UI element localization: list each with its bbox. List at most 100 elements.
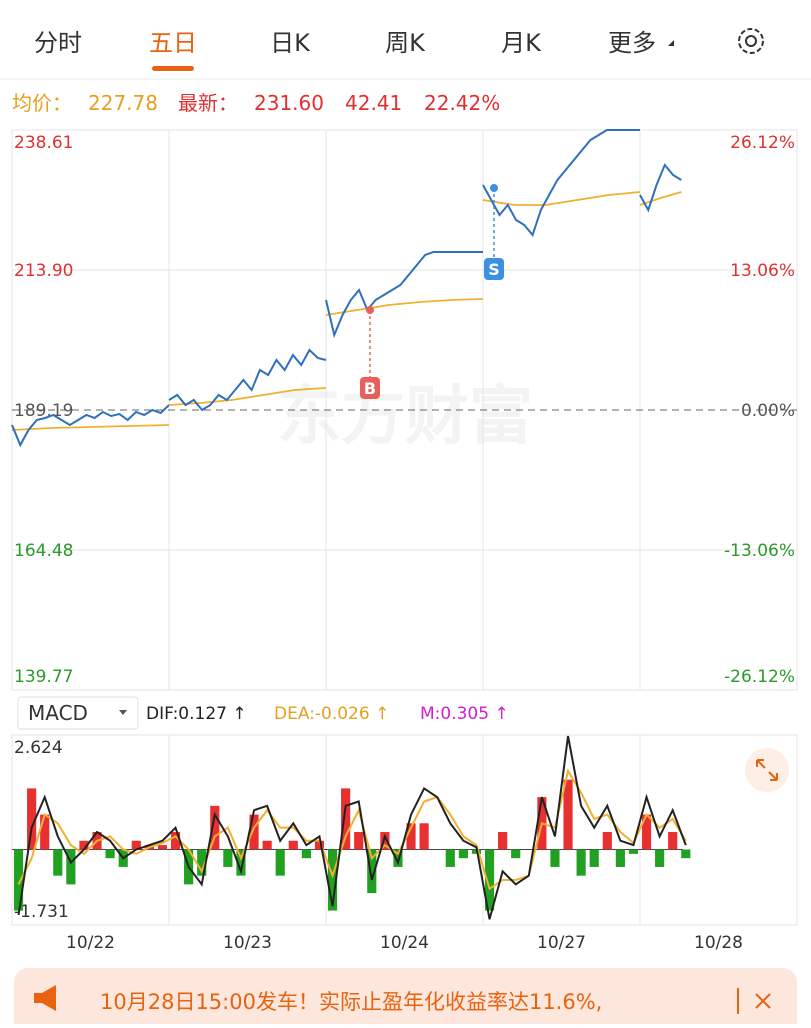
macd-bar xyxy=(40,814,50,850)
macd-bar xyxy=(563,779,573,850)
macd-bar xyxy=(105,849,115,859)
macd-bar xyxy=(393,849,403,867)
date-label: 10/23 xyxy=(223,933,272,953)
macd-bar xyxy=(419,823,429,850)
tab[interactable]: 日K xyxy=(270,29,311,57)
macd-frame xyxy=(11,734,798,926)
macd-bar xyxy=(602,832,612,850)
macd-bar xyxy=(157,845,168,850)
dif-line xyxy=(17,735,687,920)
date-label: 10/27 xyxy=(537,933,586,953)
macd-bar xyxy=(314,840,325,850)
date-label: 10/28 xyxy=(694,933,743,953)
dea-label: DEA:-0.026 ↑ xyxy=(274,704,389,724)
selector-arrow xyxy=(119,710,127,715)
watermark: 东方财富 xyxy=(277,380,533,454)
macd-bar xyxy=(66,849,76,885)
pct-label: 26.12% xyxy=(730,133,795,153)
y-tick-label: 139.77 xyxy=(14,667,73,687)
macd-tick: -1.731 xyxy=(14,902,69,922)
macd-bar xyxy=(327,849,338,911)
date-label: 10/24 xyxy=(380,933,429,953)
tab[interactable]: 更多 xyxy=(608,29,656,57)
macd-bar xyxy=(589,849,599,867)
macd-bar xyxy=(681,849,691,859)
macd-tick: 2.624 xyxy=(14,738,63,758)
banner[interactable] xyxy=(14,968,797,1028)
banner-text[interactable]: 10月28日15:00发车！实际止盈年化收益率达11.6%, xyxy=(100,990,602,1014)
marker-dot xyxy=(366,306,374,314)
macd-bar xyxy=(197,849,207,876)
tab[interactable]: 周K xyxy=(385,29,426,57)
macd-bar xyxy=(13,849,24,911)
macd-bar xyxy=(458,849,468,859)
m-label: M:0.305 ↑ xyxy=(420,704,509,724)
price-line xyxy=(168,348,327,412)
macd-bar xyxy=(484,849,495,911)
macd-bar xyxy=(170,832,181,850)
avg-line xyxy=(168,387,327,406)
avg-line xyxy=(11,424,170,431)
marker-badge xyxy=(360,377,380,399)
macd-bar xyxy=(53,849,63,876)
macd-bar xyxy=(341,788,351,850)
macd-bar xyxy=(576,849,586,876)
settings-icon[interactable] xyxy=(738,28,764,54)
tab-bar xyxy=(0,0,811,80)
macd-bar xyxy=(615,849,625,867)
macd-bar xyxy=(210,805,220,850)
macd-bar xyxy=(668,832,678,850)
avg-line xyxy=(639,191,682,206)
y-tick-label: 238.61 xyxy=(14,133,73,153)
macd-bar xyxy=(131,840,141,850)
y-tick-label: 189.19 xyxy=(14,401,73,421)
macd-selector[interactable] xyxy=(17,696,139,730)
pct-label: -13.06% xyxy=(724,541,795,561)
avg-line xyxy=(325,298,484,316)
macd-bar xyxy=(275,849,285,876)
macd-bar xyxy=(628,849,639,854)
expand-button[interactable] xyxy=(745,748,789,792)
pct-label: 0.00% xyxy=(741,401,795,421)
macd-bar xyxy=(511,849,521,859)
change-pct: 22.42% xyxy=(424,91,500,115)
change: 42.41 xyxy=(345,91,402,115)
macd-bar xyxy=(550,849,560,867)
macd-bar xyxy=(79,840,89,850)
avg-line xyxy=(482,191,641,206)
macd-bar xyxy=(301,849,311,859)
price-line xyxy=(482,129,640,238)
dea-line xyxy=(17,768,687,891)
tab[interactable]: 月K xyxy=(501,29,542,57)
y-tick-label: 213.90 xyxy=(14,261,73,281)
macd-bar xyxy=(367,849,377,894)
marker-text: B xyxy=(364,379,376,398)
macd-bar xyxy=(262,840,272,850)
macd-bar xyxy=(236,849,246,876)
macd-bar xyxy=(27,788,37,850)
macd-bar xyxy=(498,832,508,850)
marker-badge xyxy=(484,258,504,280)
macd-bar xyxy=(288,840,298,850)
close-icon[interactable] xyxy=(755,993,771,1009)
macd-bar xyxy=(223,849,233,867)
marker-text: S xyxy=(488,260,500,279)
macd-bar xyxy=(641,814,652,850)
macd-bar xyxy=(354,832,364,850)
tab[interactable]: 五日 xyxy=(149,29,197,57)
tab[interactable]: 分时 xyxy=(34,29,82,57)
price-line xyxy=(325,250,483,339)
macd-bar xyxy=(380,832,390,850)
dif-label: DIF:0.127 ↑ xyxy=(146,704,247,724)
macd-bar xyxy=(249,814,259,850)
macd-bar xyxy=(655,849,665,867)
avg-value: 227.78 xyxy=(88,91,158,115)
price-line xyxy=(639,163,682,213)
last-label: 最新： xyxy=(178,91,238,115)
last-value: 231.60 xyxy=(254,91,324,115)
macd-selector-label[interactable]: MACD xyxy=(28,701,88,725)
speaker-icon xyxy=(34,985,56,1011)
date-label: 10/22 xyxy=(66,933,115,953)
tab-underline xyxy=(152,66,194,71)
